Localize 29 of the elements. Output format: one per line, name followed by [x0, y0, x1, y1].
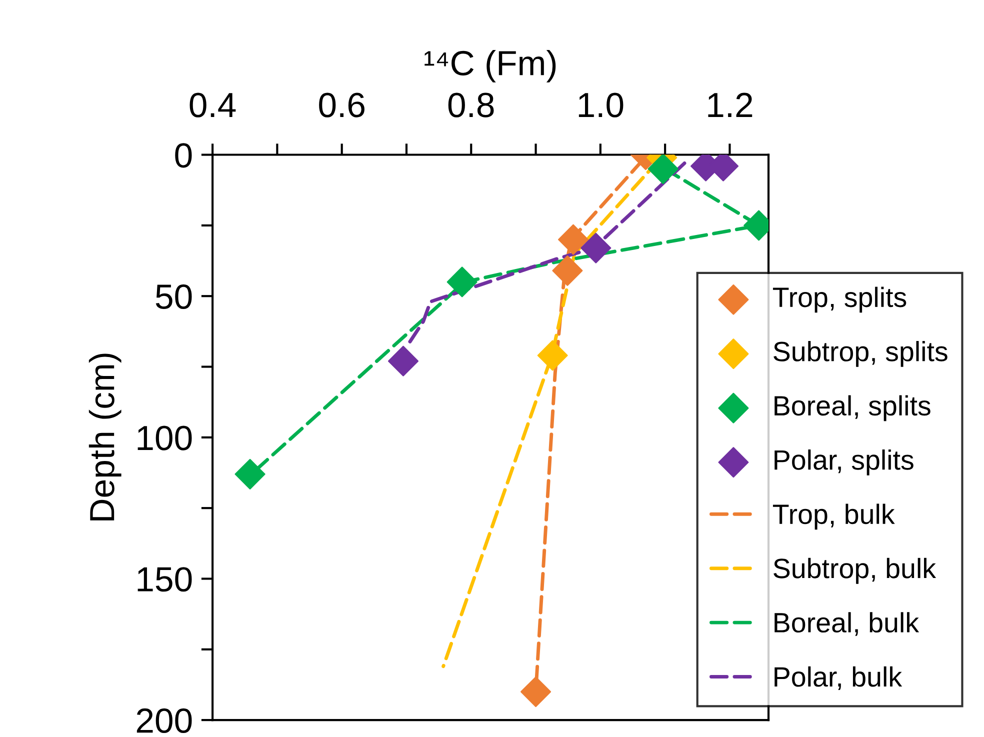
legend-label: Boreal, bulk	[774, 612, 920, 636]
legend-label: Subtrop, bulk	[774, 558, 936, 584]
point	[648, 154, 678, 184]
point	[446, 266, 478, 298]
legend-label: Polar, splits	[774, 449, 914, 476]
x-tick-label: 0.4	[190, 92, 236, 118]
x-tick-label: 0.8	[448, 92, 494, 118]
point	[552, 255, 583, 286]
point	[520, 676, 552, 708]
point	[558, 224, 589, 255]
point	[580, 232, 612, 264]
x-tick-label: 1.2	[708, 92, 752, 118]
y-axis-title: Depth (cm)	[88, 354, 122, 520]
legend-label: Trop, bulk	[772, 504, 895, 530]
x-tick-label: 0.6	[319, 92, 364, 118]
y-tick-label: 150	[138, 567, 192, 592]
point	[537, 340, 568, 371]
legend-label: Subtrop, splits	[774, 341, 948, 367]
y-tick-label: 50	[156, 284, 192, 310]
legend-label: Trop, splits	[772, 286, 906, 313]
y-tick-label: 100	[138, 426, 192, 450]
y-tick-label: 0	[175, 143, 192, 168]
y-tick-label: 200	[136, 708, 192, 733]
text: 1.0	[578, 92, 624, 118]
legend-label: Boreal, splits	[774, 395, 930, 422]
point	[234, 458, 266, 490]
x-axis-title: ¹⁴C (Fm)	[424, 50, 556, 82]
legend-label: Polar, bulk	[774, 666, 902, 690]
point	[388, 346, 419, 376]
